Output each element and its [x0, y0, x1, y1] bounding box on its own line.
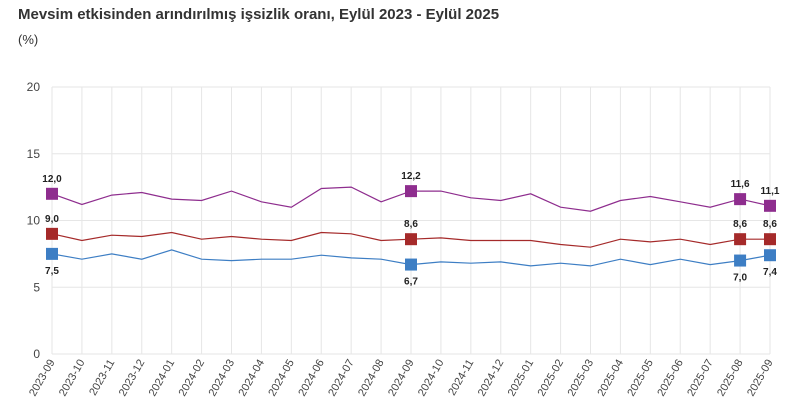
x-tick-label: 2025-07 [685, 358, 716, 399]
data-label: 7,4 [763, 267, 777, 278]
data-label: 11,1 [761, 186, 780, 197]
data-point-marker [405, 185, 417, 198]
x-tick-label: 2025-05 [625, 358, 656, 399]
x-tick-label: 2024-11 [446, 358, 476, 398]
x-tick-label: 2024-01 [147, 358, 178, 399]
data-label: 7,0 [733, 273, 747, 284]
y-tick-label: 10 [27, 214, 41, 228]
x-tick-label: 2025-08 [715, 358, 746, 399]
data-label: 6,7 [404, 277, 418, 288]
y-tick-label: 15 [27, 147, 41, 161]
x-tick-label: 2024-03 [207, 358, 238, 399]
x-tick-label: 2025-01 [506, 358, 537, 399]
y-axis-unit: (%) [18, 32, 39, 47]
data-label: 7,5 [45, 266, 59, 277]
x-tick-label: 2023-11 [87, 358, 117, 398]
data-label: 12,2 [401, 171, 421, 182]
data-label: 8,6 [404, 219, 418, 230]
x-tick-label: 2023-12 [117, 358, 148, 399]
data-point-marker [734, 254, 747, 267]
x-tick-label: 2025-09 [745, 358, 776, 399]
x-tick-label: 2024-10 [416, 358, 447, 399]
data-label: 8,6 [733, 219, 747, 230]
y-tick-label: 20 [27, 80, 41, 94]
data-label: 9,0 [45, 214, 59, 225]
y-tick-label: 5 [33, 280, 40, 294]
data-point-marker [764, 249, 776, 262]
data-point-marker [764, 233, 776, 246]
chart-title: Mevsim etkisinden arındırılmış işsizlik … [18, 6, 500, 23]
data-point-marker [46, 187, 58, 200]
data-point-marker [764, 199, 776, 212]
x-tick-label: 2024-06 [296, 358, 327, 399]
data-label: 11,6 [731, 179, 750, 190]
x-tick-label: 2024-05 [266, 358, 297, 399]
x-tick-label: 2024-07 [326, 358, 357, 399]
x-tick-label: 2023-10 [57, 358, 88, 399]
data-point-marker [46, 247, 58, 260]
data-point-marker [405, 233, 417, 246]
data-point-marker [405, 258, 417, 271]
data-label: 12,0 [42, 174, 62, 185]
data-point-marker [734, 233, 747, 246]
x-tick-label: 2024-12 [476, 358, 507, 399]
data-point-marker [46, 227, 58, 240]
x-tick-label: 2025-03 [566, 358, 597, 399]
data-point-marker [734, 193, 747, 206]
x-tick-label: 2024-09 [386, 358, 417, 399]
x-tick-label: 2023-09 [27, 358, 58, 399]
x-tick-label: 2024-04 [236, 358, 267, 399]
data-label: 8,6 [763, 219, 777, 230]
y-tick-label: 0 [33, 347, 40, 361]
x-tick-label: 2025-04 [595, 358, 626, 399]
x-tick-label: 2025-06 [655, 358, 686, 399]
x-tick-label: 2024-08 [356, 358, 387, 399]
x-tick-label: 2025-02 [536, 358, 567, 399]
x-tick-label: 2024-02 [177, 358, 208, 399]
